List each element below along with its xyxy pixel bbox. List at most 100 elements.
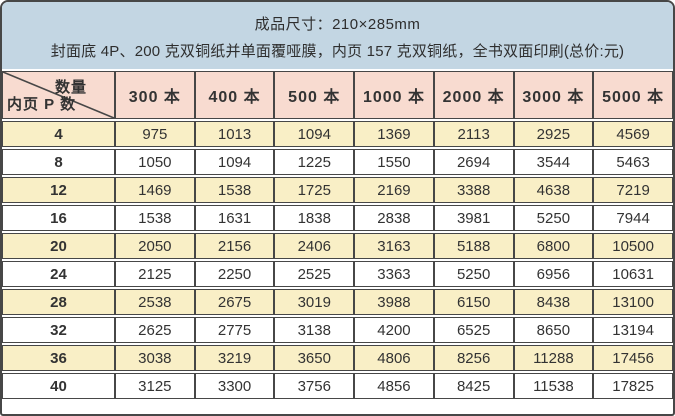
- header-row: 数量 内页 P 数 300 本 400 本 500 本 1000 本 2000 …: [2, 71, 673, 119]
- table-row: 32 2625 2775 3138 4200 6525 8650 13194: [2, 317, 673, 343]
- price-cell: 17825: [593, 373, 673, 399]
- price-cell: 3125: [115, 373, 195, 399]
- price-cell: 1550: [354, 149, 434, 175]
- price-cell: 4856: [354, 373, 434, 399]
- price-cell: 2694: [433, 149, 514, 175]
- column-header-1000: 1000 本: [354, 71, 434, 119]
- price-cell: 1838: [274, 205, 355, 231]
- price-cell: 5250: [433, 261, 514, 287]
- price-cell: 3138: [274, 317, 355, 343]
- corner-pages-label: 内页 P 数: [7, 96, 77, 113]
- price-cell: 8650: [513, 317, 594, 343]
- price-cell: 6525: [433, 317, 514, 343]
- price-cell: 7944: [593, 205, 673, 231]
- price-cell: 2113: [433, 121, 514, 147]
- price-cell: 3544: [513, 149, 594, 175]
- price-cell: 2169: [354, 177, 434, 203]
- price-table-body: 4 975 1013 1094 1369 2113 2925 4569 8 1050 1094 122…: [2, 121, 673, 399]
- price-cell: 1050: [115, 149, 195, 175]
- table-row: 24 2125 2250 2525 3363 5250 6956 10631: [2, 261, 673, 287]
- price-cell: 3363: [354, 261, 434, 287]
- price-cell: 3981: [433, 205, 514, 231]
- diagonal-divider: [3, 72, 114, 118]
- price-cell: 17456: [593, 345, 673, 371]
- price-cell: 8256: [433, 345, 514, 371]
- price-cell: 1369: [354, 121, 434, 147]
- price-cell: 2406: [274, 233, 355, 259]
- price-cell: 3219: [194, 345, 275, 371]
- row-pages-label: 20: [2, 233, 115, 259]
- price-cell: 3650: [274, 345, 355, 371]
- price-cell: 1094: [194, 149, 275, 175]
- price-cell: 5188: [433, 233, 514, 259]
- price-cell: 11538: [513, 373, 594, 399]
- column-header-3000: 3000 本: [513, 71, 594, 119]
- price-cell: 2625: [115, 317, 195, 343]
- table-row: 36 3038 3219 3650 4806 8256 11288 17456: [2, 345, 673, 371]
- price-cell: 1469: [115, 177, 195, 203]
- price-cell: 2125: [115, 261, 195, 287]
- row-pages-label: 40: [2, 373, 115, 399]
- price-cell: 4200: [354, 317, 434, 343]
- spec-banner: 成品尺寸：210×285mm 封面底 4P、200 克双铜纸并单面覆哑膜，内页 …: [2, 2, 673, 71]
- price-cell: 2925: [513, 121, 594, 147]
- price-cell: 2538: [115, 289, 195, 315]
- row-pages-label: 24: [2, 261, 115, 287]
- price-cell: 1013: [194, 121, 275, 147]
- price-cell: 3019: [274, 289, 355, 315]
- price-cell: 8425: [433, 373, 514, 399]
- price-cell: 6150: [433, 289, 514, 315]
- price-cell: 1538: [115, 205, 195, 231]
- product-size-text: 成品尺寸：210×285mm: [254, 15, 421, 33]
- corner-quantity-label: 数量: [54, 79, 87, 96]
- price-cell: 2250: [194, 261, 275, 287]
- price-cell: 6800: [513, 233, 594, 259]
- price-cell: 2050: [115, 233, 195, 259]
- price-cell: 3756: [274, 373, 355, 399]
- price-cell: 1094: [274, 121, 355, 147]
- price-cell: 3388: [433, 177, 514, 203]
- price-cell: 3038: [115, 345, 195, 371]
- table-row: 20 2050 2156 2406 3163 5188 6800 10500: [2, 233, 673, 259]
- price-cell: 2775: [194, 317, 275, 343]
- price-cell: 1725: [274, 177, 355, 203]
- column-header-400: 400 本: [194, 71, 275, 119]
- price-cell: 1631: [194, 205, 275, 231]
- price-cell: 2156: [194, 233, 275, 259]
- row-pages-label: 32: [2, 317, 115, 343]
- price-cell: 2525: [274, 261, 355, 287]
- price-cell: 2675: [194, 289, 275, 315]
- row-pages-label: 12: [2, 177, 115, 203]
- row-pages-label: 4: [2, 121, 115, 147]
- price-cell: 4638: [513, 177, 594, 203]
- price-cell: 3300: [194, 373, 275, 399]
- price-cell: 2838: [354, 205, 434, 231]
- row-pages-label: 8: [2, 149, 115, 175]
- table-row: 8 1050 1094 1225 1550 2694 3544 5463: [2, 149, 673, 175]
- price-cell: 975: [115, 121, 195, 147]
- price-cell: 4806: [354, 345, 434, 371]
- row-pages-label: 36: [2, 345, 115, 371]
- table-row: 16 1538 1631 1838 2838 3981 5250 7944: [2, 205, 673, 231]
- table-row: 28 2538 2675 3019 3988 6150 8438 13100: [2, 289, 673, 315]
- table-row: 4 975 1013 1094 1369 2113 2925 4569: [2, 121, 673, 147]
- price-cell: 10500: [593, 233, 673, 259]
- price-cell: 10631: [593, 261, 673, 287]
- price-cell: 1225: [274, 149, 355, 175]
- price-cell: 8438: [513, 289, 594, 315]
- paper-spec-text: 封面底 4P、200 克双铜纸并单面覆哑膜，内页 157 克双铜纸，全书双面印刷…: [50, 42, 625, 60]
- price-cell: 5250: [513, 205, 594, 231]
- table-row: 40 3125 3300 3756 4856 8425 11538 17825: [2, 373, 673, 399]
- table-row: 12 1469 1538 1725 2169 3388 4638 7219: [2, 177, 673, 203]
- price-table: 数量 内页 P 数 300 本 400 本 500 本 1000 本 2000 …: [2, 69, 673, 401]
- price-cell: 5463: [593, 149, 673, 175]
- price-cell: 4569: [593, 121, 673, 147]
- price-cell: 11288: [513, 345, 594, 371]
- column-header-300: 300 本: [115, 71, 195, 119]
- row-pages-label: 16: [2, 205, 115, 231]
- price-cell: 3988: [354, 289, 434, 315]
- price-cell: 7219: [593, 177, 673, 203]
- column-header-500: 500 本: [274, 71, 355, 119]
- price-cell: 1538: [194, 177, 275, 203]
